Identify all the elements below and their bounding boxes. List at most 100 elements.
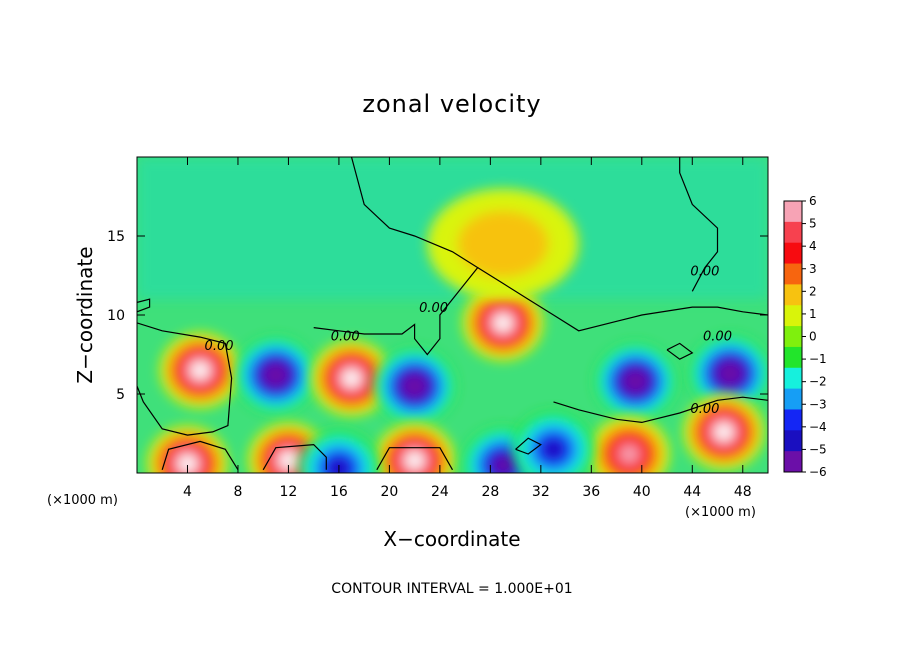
contour-line xyxy=(262,443,327,471)
field-blob xyxy=(311,340,392,417)
blob-level xyxy=(267,367,284,383)
x-tick-label: 40 xyxy=(633,484,651,500)
x-tick-label: 36 xyxy=(582,484,600,500)
colorbar-label: 4 xyxy=(809,239,817,253)
colorbar-swatch xyxy=(784,326,802,348)
contour-line xyxy=(161,440,239,471)
colorbar-swatch xyxy=(784,201,802,223)
blob-level xyxy=(406,378,423,394)
field-blob xyxy=(147,425,228,473)
colorbar-swatch xyxy=(784,305,802,327)
x-unit-left: (×1000 m) xyxy=(47,493,118,508)
y-axis-label: Z−coordinate xyxy=(73,246,97,383)
field-blob xyxy=(595,343,676,420)
colorbar-swatch xyxy=(784,430,802,452)
blob-level xyxy=(179,455,196,472)
x-tick-label: 12 xyxy=(280,484,298,500)
x-tick-label: 32 xyxy=(532,484,550,500)
y-tick-label: 5 xyxy=(116,387,125,403)
colorbar-swatch xyxy=(784,284,802,306)
contour-label: 0.00 xyxy=(419,301,448,316)
field-blob xyxy=(683,394,765,470)
colorbar-swatch xyxy=(784,221,802,244)
x-tick-label: 44 xyxy=(683,484,701,500)
blob-level xyxy=(715,424,732,440)
colorbar-label: −6 xyxy=(809,465,827,479)
x-tick-label: 16 xyxy=(330,484,348,500)
contour-line xyxy=(313,157,479,356)
y-tick-label: 10 xyxy=(107,308,125,324)
colorbar-label: −3 xyxy=(809,397,827,411)
blob-level xyxy=(494,315,512,331)
contour-label: 0.00 xyxy=(690,265,719,280)
velocity-field xyxy=(137,157,768,473)
contour-label: 0.00 xyxy=(690,402,719,417)
contour-line xyxy=(137,298,151,313)
contour-line xyxy=(553,396,768,424)
blob-level xyxy=(406,452,423,468)
colorbar-swatch xyxy=(784,242,802,265)
x-tick-label: 48 xyxy=(734,484,752,500)
blob-level xyxy=(722,365,739,382)
field-blob xyxy=(298,430,380,473)
blob-level xyxy=(280,452,297,468)
x-tick-label: 28 xyxy=(481,484,499,500)
colorbar-swatch xyxy=(784,451,802,473)
colorbar-swatch xyxy=(784,346,802,369)
contour-label: 0.00 xyxy=(205,339,234,354)
x-axis-ticks: 4 8 12 16 20 24 28 32 36 40 44 48 xyxy=(183,157,752,500)
colorbar-swatch xyxy=(784,263,802,285)
colorbar-label: −5 xyxy=(809,442,827,456)
y-axis-ticks: 5 10 15 xyxy=(107,229,768,403)
blob-level xyxy=(627,373,644,389)
colorbar-swatch xyxy=(784,409,802,431)
zero-contours: 0.00 0.00 0.00 0.00 0.00 0.00 xyxy=(137,157,768,471)
field-blob xyxy=(374,348,456,425)
field-blob xyxy=(513,411,594,473)
x-unit-right: (×1000 m) xyxy=(685,505,756,520)
field-blob xyxy=(159,332,241,409)
field-blob xyxy=(689,335,768,412)
chart-title: zonal velocity xyxy=(362,90,541,118)
blob-level xyxy=(343,370,360,386)
field-blob xyxy=(462,284,544,361)
colorbar-label: 3 xyxy=(809,262,817,276)
contour-label: 0.00 xyxy=(703,329,732,344)
colorbar-label: −4 xyxy=(809,420,827,434)
field-blob xyxy=(374,422,456,473)
colorbar: 6 5 4 3 2 1 0 −1 −2 −3 −4 −5 −6 xyxy=(783,194,827,479)
field-blob xyxy=(427,188,579,300)
contour-line xyxy=(679,157,719,292)
colorbar-label: −1 xyxy=(809,352,827,366)
colorbar-label: −2 xyxy=(809,375,827,389)
colorbar-swatch xyxy=(784,367,802,390)
colorbar-label: 5 xyxy=(809,217,817,231)
x-axis-label: X−coordinate xyxy=(383,527,520,551)
blob-level xyxy=(619,445,639,463)
blob-level xyxy=(192,362,209,378)
contour-line xyxy=(666,342,694,360)
contour-label: 0.00 xyxy=(331,329,360,344)
colorbar-swatch xyxy=(784,388,802,410)
contour-line xyxy=(515,437,542,455)
field-blob xyxy=(588,416,670,473)
x-tick-label: 4 xyxy=(183,484,192,500)
contour-line xyxy=(477,267,768,332)
x-tick-label: 20 xyxy=(380,484,398,500)
x-tick-label: 24 xyxy=(431,484,449,500)
colorbar-label: 6 xyxy=(809,194,817,208)
y-tick-label: 15 xyxy=(107,229,125,245)
field-blob xyxy=(235,337,317,413)
colorbar-label: 1 xyxy=(809,307,817,321)
x-tick-label: 8 xyxy=(233,484,242,500)
contour-interval-note: CONTOUR INTERVAL = 1.000E+01 xyxy=(331,581,572,597)
contour-line xyxy=(137,322,233,436)
blob-level xyxy=(457,210,549,278)
contour-line xyxy=(376,447,454,471)
blob-level xyxy=(493,456,513,473)
colorbar-label: 2 xyxy=(809,284,817,298)
colorbar-label: 0 xyxy=(809,330,817,344)
blob-level xyxy=(542,438,565,460)
